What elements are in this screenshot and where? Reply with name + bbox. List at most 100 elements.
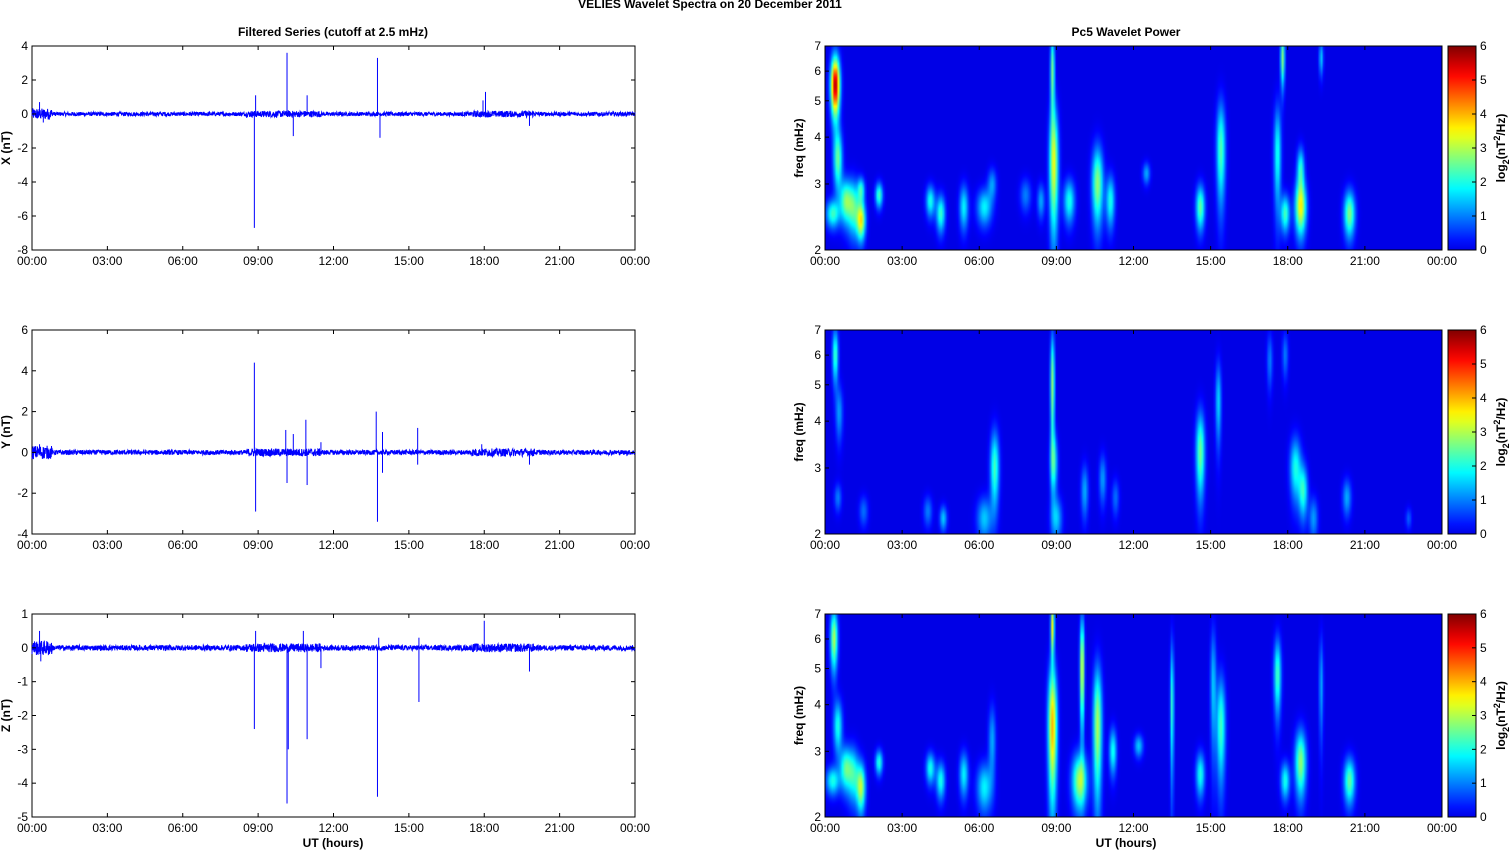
wavelet-power-map bbox=[825, 46, 1442, 250]
ytick-label: 6 bbox=[21, 323, 28, 337]
series-xtick-label: 21:00 bbox=[545, 538, 575, 552]
wavelet-xtick-label: 18:00 bbox=[1273, 254, 1303, 268]
colorbar-label-part: /Hz) bbox=[1494, 398, 1508, 420]
ytick-label: 0 bbox=[21, 445, 28, 459]
series-xtick-label: 00:00 bbox=[17, 254, 47, 268]
series-xtick-label: 09:00 bbox=[243, 538, 273, 552]
series-xtick-label: 15:00 bbox=[394, 821, 424, 835]
series-xtick-label: 03:00 bbox=[92, 254, 122, 268]
wavelet-xtick-label: 00:00 bbox=[1427, 821, 1457, 835]
ytick-label: -6 bbox=[17, 209, 28, 223]
colorbar-tick-label: 5 bbox=[1480, 641, 1487, 655]
colorbar-label-part: (nT bbox=[1494, 424, 1508, 443]
series-xtick-label: 12:00 bbox=[318, 538, 348, 552]
ytick-label: 2 bbox=[21, 73, 28, 87]
freq-tick-label: 2 bbox=[814, 527, 821, 541]
colorbar-tick-label: 1 bbox=[1480, 493, 1487, 507]
series-xtick-label: 00:00 bbox=[620, 254, 650, 268]
freq-tick-label: 7 bbox=[814, 607, 821, 621]
series-xtick-label: 06:00 bbox=[168, 821, 198, 835]
colorbar-label-part: 2 bbox=[1501, 443, 1511, 448]
wavelet-xtick-label: 18:00 bbox=[1273, 821, 1303, 835]
wavelet-xtick-label: 12:00 bbox=[1118, 254, 1148, 268]
wavelet-xtick-label: 21:00 bbox=[1350, 538, 1380, 552]
freq-axis-label: freq (mHz) bbox=[792, 686, 806, 745]
series-xtick-label: 00:00 bbox=[620, 538, 650, 552]
freq-tick-label: 2 bbox=[814, 810, 821, 824]
colorbar-tick-label: 1 bbox=[1480, 209, 1487, 223]
colorbar-label-part: 2 bbox=[1492, 420, 1502, 425]
freq-tick-label: 3 bbox=[814, 177, 821, 191]
signal-trace bbox=[31, 640, 636, 656]
freq-tick-label: 4 bbox=[814, 698, 821, 712]
wavelet-xtick-label: 06:00 bbox=[964, 821, 994, 835]
colorbar-tick-label: 4 bbox=[1480, 107, 1487, 121]
colorbar-label: log2(nT2/Hz) bbox=[1492, 681, 1511, 750]
y-axis-label: Z (nT) bbox=[0, 699, 13, 732]
wavelet-xtick-label: 21:00 bbox=[1350, 254, 1380, 268]
colorbar-label-part: /Hz) bbox=[1494, 114, 1508, 136]
ytick-label: -4 bbox=[17, 776, 28, 790]
colorbar-tick-label: 3 bbox=[1480, 141, 1487, 155]
colorbar-tick-label: 2 bbox=[1480, 459, 1487, 473]
ytick-label: -1 bbox=[17, 675, 28, 689]
wavelet-power-map bbox=[825, 614, 1442, 817]
colorbar-label-part: log bbox=[1494, 732, 1508, 750]
y-axis-label: X (nT) bbox=[0, 131, 13, 165]
colorbar-label-part: (nT bbox=[1494, 708, 1508, 727]
series-xtick-label: 15:00 bbox=[394, 254, 424, 268]
series-xtick-label: 06:00 bbox=[168, 538, 198, 552]
series-xtick-label: 15:00 bbox=[394, 538, 424, 552]
ytick-label: 4 bbox=[21, 39, 28, 53]
wavelet-xtick-label: 00:00 bbox=[810, 254, 840, 268]
series-panel-0: -8 -6 -4 -2 0 2 4 00:00 03:00 06:00 09:00 12:00 15:0… bbox=[0, 39, 650, 268]
wavelet-xtick-label: 00:00 bbox=[1427, 254, 1457, 268]
ytick-label: 0 bbox=[21, 107, 28, 121]
wavelet-xtick-label: 15:00 bbox=[1196, 538, 1226, 552]
series-xtick-label: 12:00 bbox=[318, 821, 348, 835]
ytick-label: -3 bbox=[17, 742, 28, 756]
colorbar-label: log2(nT2/Hz) bbox=[1492, 114, 1511, 183]
series-panel-1: -4 -2 0 2 4 6 00:00 03:00 06:00 09:00 12:00 15:00 18… bbox=[0, 323, 650, 552]
series-xtick-label: 21:00 bbox=[545, 254, 575, 268]
colorbar-label-part: 2 bbox=[1501, 159, 1511, 164]
freq-tick-label: 3 bbox=[814, 461, 821, 475]
wavelet-power-map bbox=[825, 330, 1442, 534]
wavelet-xtick-label: 15:00 bbox=[1196, 254, 1226, 268]
series-panel-2: -5 -4 -3 -2 -1 0 1 00:00 03:00 06:00 09:00 12:00 15:… bbox=[0, 607, 650, 835]
ytick-label: -2 bbox=[17, 141, 28, 155]
ytick-label: 2 bbox=[21, 405, 28, 419]
colorbar-label-part: log bbox=[1494, 164, 1508, 182]
series-xtick-label: 12:00 bbox=[318, 254, 348, 268]
wavelet-xtick-label: 09:00 bbox=[1041, 254, 1071, 268]
colorbar-tick-label: 6 bbox=[1480, 323, 1487, 337]
colorbar-label-part: log bbox=[1494, 448, 1508, 466]
colorbar bbox=[1447, 329, 1477, 535]
ytick-label: -8 bbox=[17, 243, 28, 257]
plot-area bbox=[31, 329, 636, 535]
wavelet-xtick-label: 09:00 bbox=[1041, 821, 1071, 835]
wavelet-xtick-label: 00:00 bbox=[810, 538, 840, 552]
wavelet-xtick-label: 03:00 bbox=[887, 538, 917, 552]
ytick-label: -4 bbox=[17, 175, 28, 189]
freq-tick-label: 3 bbox=[814, 744, 821, 758]
colorbar-tick-label: 0 bbox=[1480, 243, 1487, 257]
ytick-label: -2 bbox=[17, 709, 28, 723]
plot-area bbox=[31, 613, 636, 818]
freq-tick-label: 6 bbox=[814, 64, 821, 78]
series-xtick-label: 09:00 bbox=[243, 254, 273, 268]
ytick-label: 1 bbox=[21, 607, 28, 621]
series-xtick-label: 18:00 bbox=[469, 538, 499, 552]
ytick-label: -2 bbox=[17, 486, 28, 500]
figure-title: VELIES Wavelet Spectra on 20 December 20… bbox=[578, 0, 842, 11]
wavelet-xtick-label: 09:00 bbox=[1041, 538, 1071, 552]
colorbar-tick-label: 1 bbox=[1480, 776, 1487, 790]
series-xtick-label: 00:00 bbox=[17, 538, 47, 552]
wavelet-xtick-label: 18:00 bbox=[1273, 538, 1303, 552]
freq-tick-label: 5 bbox=[814, 378, 821, 392]
wavelet-xtick-label: 03:00 bbox=[887, 254, 917, 268]
colorbar-label-part: 2 bbox=[1501, 727, 1511, 732]
